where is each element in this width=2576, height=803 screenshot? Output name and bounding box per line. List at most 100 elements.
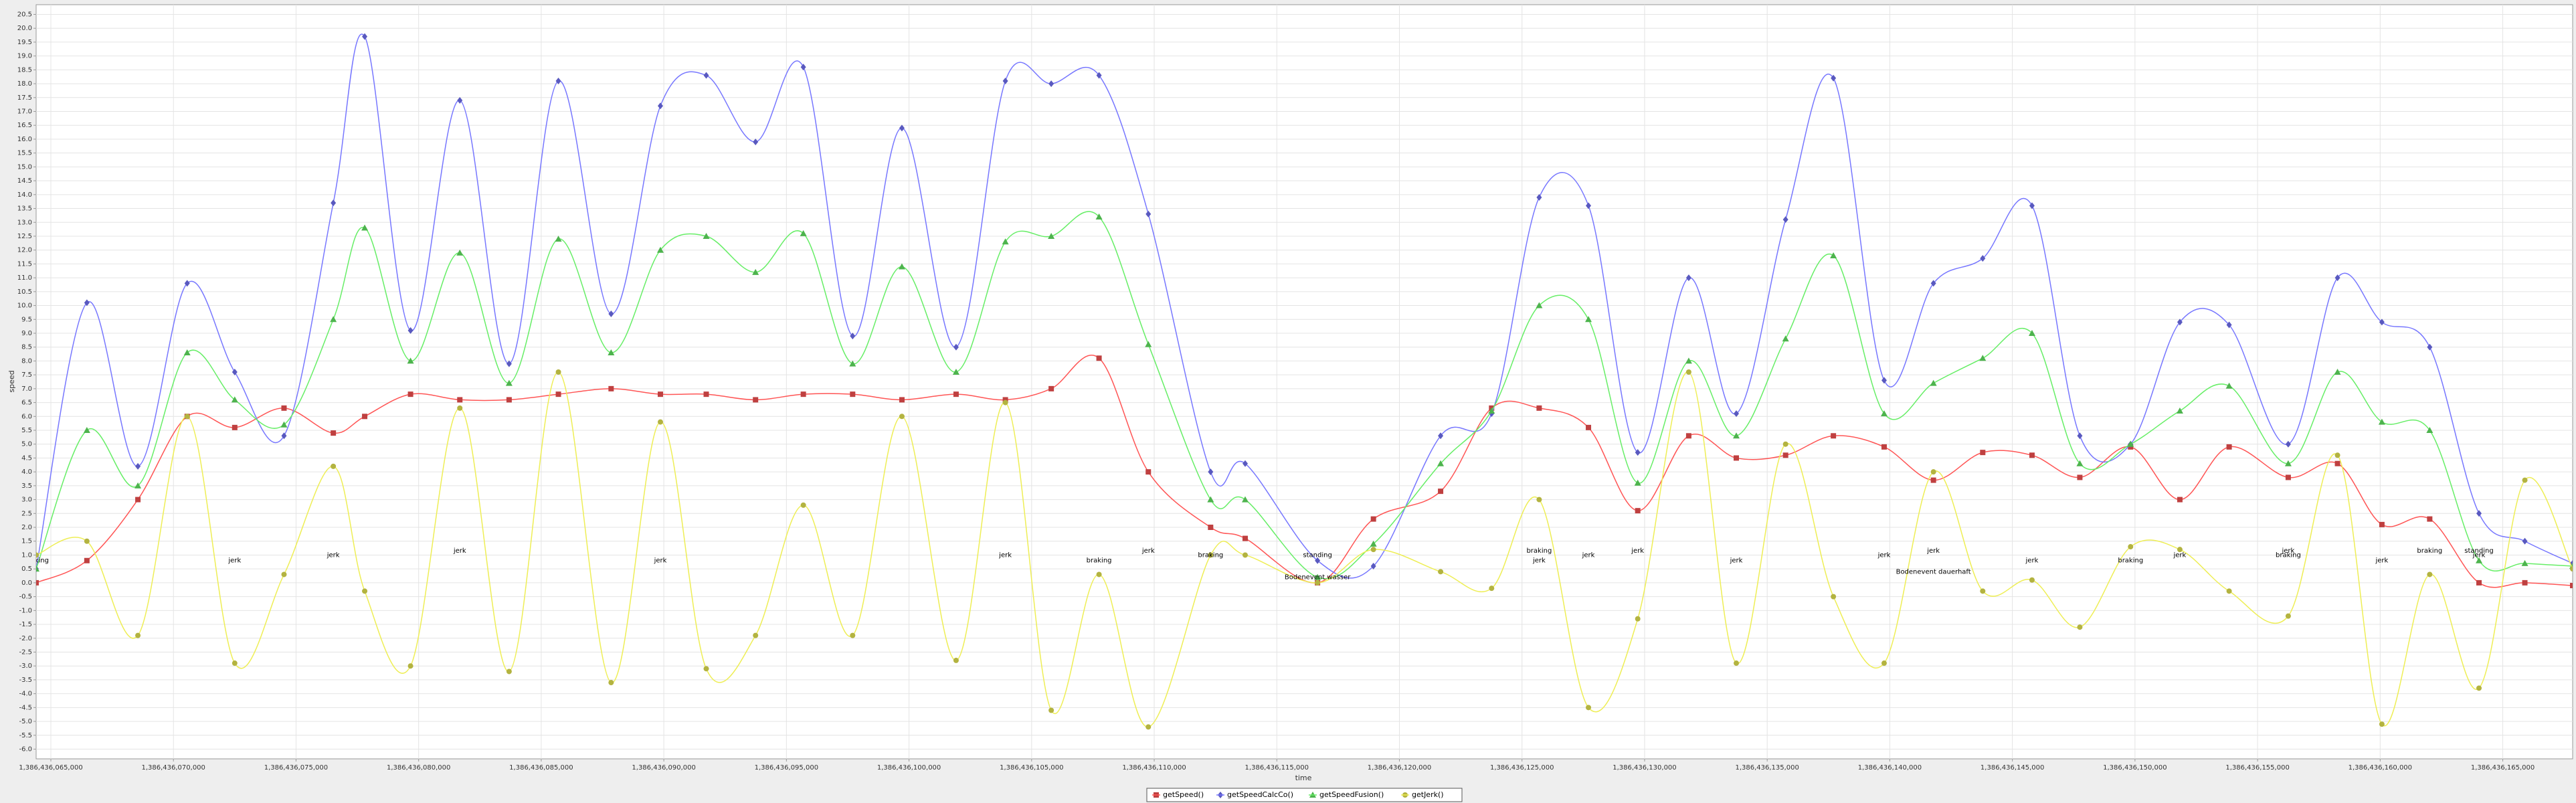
- marker: [953, 391, 959, 397]
- y-tick-label: 9.5: [21, 316, 32, 323]
- marker: [331, 199, 337, 207]
- y-tick-label: 15.0: [17, 163, 32, 171]
- y-tick-label: 17.0: [17, 108, 32, 116]
- marker: [608, 310, 614, 317]
- marker: [84, 538, 90, 544]
- x-tick-label: 1,386,436,095,000: [755, 764, 818, 772]
- y-tick-label: 17.5: [17, 94, 32, 102]
- y-tick-label: 9.0: [21, 330, 32, 337]
- marker: [2077, 432, 2083, 440]
- x-tick-label: 1,386,436,155,000: [2225, 764, 2289, 772]
- marker: [703, 232, 710, 239]
- marker: [555, 369, 561, 375]
- marker: [362, 33, 368, 40]
- x-tick-label: 1,386,436,085,000: [509, 764, 573, 772]
- y-tick-label: 11.0: [17, 274, 32, 282]
- marker: [899, 124, 905, 132]
- marker: [1048, 80, 1054, 88]
- marker: [1782, 335, 1789, 342]
- y-tick-label: 14.5: [17, 177, 32, 185]
- marker: [2077, 474, 2083, 480]
- marker: [1208, 552, 1214, 558]
- marker: [1048, 232, 1055, 239]
- marker: [2029, 577, 2035, 583]
- y-tick-label: -5.5: [19, 732, 32, 739]
- marker: [1635, 449, 1641, 456]
- marker: [407, 357, 414, 364]
- marker: [1315, 557, 1321, 564]
- marker: [2379, 319, 2385, 326]
- y-tick-label: 20.5: [17, 11, 32, 19]
- annotation: braking: [23, 557, 49, 565]
- marker: [331, 430, 337, 436]
- marker: [232, 424, 238, 430]
- marker: [506, 360, 512, 367]
- marker: [2379, 521, 2385, 527]
- marker: [1536, 497, 1542, 503]
- marker: [2570, 583, 2573, 589]
- marker: [456, 249, 464, 256]
- marker: [135, 462, 141, 470]
- marker: [1145, 341, 1152, 347]
- y-tick-label: 15.5: [17, 150, 32, 157]
- marker: [2522, 477, 2528, 483]
- marker: [135, 497, 141, 503]
- marker: [1685, 369, 1691, 375]
- annotation: braking: [2417, 547, 2442, 555]
- annotation: braking: [2276, 551, 2301, 559]
- marker: [1315, 579, 1321, 586]
- marker: [1635, 616, 1641, 622]
- legend: getSpeed() getSpeedCalcCo() getSpeedFusion…: [1146, 788, 1463, 802]
- marker: [1145, 469, 1152, 475]
- annotation: jerk: [1877, 551, 1891, 559]
- marker: [1831, 594, 1837, 600]
- y-tick-label: -3.5: [19, 677, 32, 684]
- marker: [658, 102, 664, 110]
- y-tick-label: -4.0: [19, 691, 32, 698]
- annotation: jerk: [1582, 551, 1595, 559]
- marker: [2334, 460, 2340, 466]
- marker: [555, 77, 561, 84]
- y-tick-label: 12.5: [17, 233, 32, 240]
- y-tick-label: 19.5: [17, 39, 32, 46]
- marker: [84, 299, 90, 306]
- marker: [2521, 559, 2528, 566]
- annotation: Bodenevent wasser: [1285, 574, 1351, 582]
- y-tick-label: -1.5: [19, 621, 32, 628]
- marker: [1536, 302, 1543, 308]
- marker: [1002, 399, 1008, 406]
- marker: [2226, 321, 2232, 329]
- annotation: braking: [1087, 557, 1112, 565]
- marker: [1489, 586, 1495, 592]
- marker: [281, 405, 287, 411]
- marker: [850, 391, 856, 397]
- marker: [1782, 441, 1788, 447]
- y-tick-label: 18.0: [17, 80, 32, 88]
- marker: [134, 482, 142, 488]
- y-tick-label: 19.0: [17, 53, 32, 60]
- marker: [953, 343, 959, 351]
- legend-label: getSpeedCalcCo(): [1227, 790, 1293, 799]
- marker: [1831, 74, 1837, 82]
- y-tick-label: 8.0: [21, 357, 32, 365]
- marker: [753, 139, 759, 146]
- marker: [2476, 557, 2483, 563]
- y-tick-label: 1.0: [21, 551, 32, 559]
- marker: [2177, 547, 2183, 553]
- annotation: jerk: [1631, 547, 1644, 555]
- marker: [505, 379, 513, 386]
- marker: [899, 397, 905, 403]
- marker: [658, 391, 664, 397]
- marker: [1096, 72, 1102, 79]
- marker: [608, 680, 614, 686]
- y-tick-label: 20.0: [17, 25, 32, 32]
- marker: [1830, 252, 1837, 258]
- y-tick-label: 7.0: [21, 385, 32, 393]
- marker: [555, 391, 561, 397]
- legend-label: getJerk(): [1412, 790, 1444, 799]
- marker: [1881, 444, 1887, 450]
- marker: [232, 368, 238, 375]
- annotation: braking: [1198, 551, 1223, 559]
- x-tick-label: 1,386,436,110,000: [1122, 764, 1186, 772]
